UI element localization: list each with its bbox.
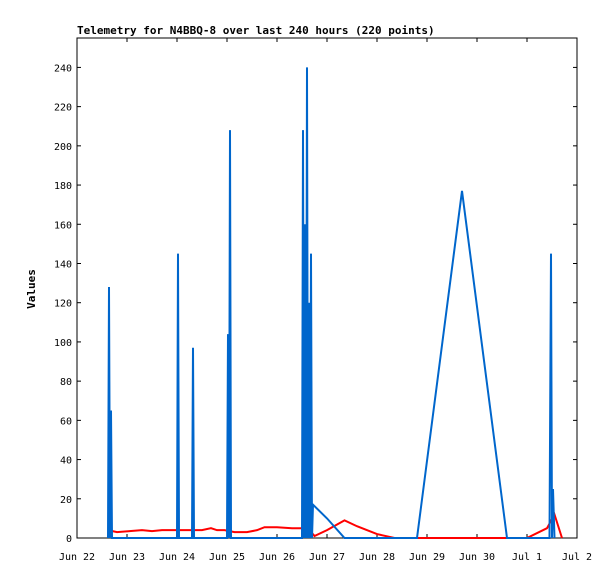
y-tick-label: 220 <box>54 103 72 114</box>
data-series <box>107 67 563 539</box>
y-axis-label: Values <box>25 269 38 309</box>
plot-area-frame <box>76 37 578 539</box>
series-line-2 <box>107 67 556 539</box>
x-tick-label: Jun 22 <box>59 552 95 563</box>
y-tick-label: 0 <box>66 534 72 545</box>
x-tick-label: Jun 29 <box>409 552 445 563</box>
x-tick-label: Jul 2 <box>562 552 592 563</box>
y-tick-label: 120 <box>54 299 72 310</box>
y-tick-label: 60 <box>60 416 72 427</box>
chart-title: Telemetry for N4BBQ-8 over last 240 hour… <box>77 24 435 37</box>
x-tick-label: Jun 23 <box>109 552 145 563</box>
y-tick-label: 200 <box>54 142 72 153</box>
y-tick-label: 100 <box>54 338 72 349</box>
x-tick-label: Jun 27 <box>309 552 345 563</box>
y-tick-label: 40 <box>60 456 72 467</box>
y-tick-label: 160 <box>54 220 72 231</box>
y-axis-ticks: 0 20 40 60 80 100 120 140 160 180 200 220 240 <box>54 63 577 545</box>
x-axis-ticks: Jun 22 Jun 23 Jun 24 Jun 25 Jun 26 Jun 27 Jun … <box>59 38 592 563</box>
x-tick-label: Jun 25 <box>209 552 245 563</box>
y-tick-label: 80 <box>60 377 72 388</box>
y-tick-label: 180 <box>54 181 72 192</box>
x-tick-label: Jun 26 <box>259 552 295 563</box>
y-tick-label: 240 <box>54 63 72 74</box>
x-tick-label: Jul 1 <box>512 552 542 563</box>
y-tick-label: 140 <box>54 259 72 270</box>
x-tick-label: Jun 28 <box>359 552 395 563</box>
x-tick-label: Jun 24 <box>159 552 195 563</box>
y-tick-label: 20 <box>60 495 72 506</box>
x-tick-label: Jun 30 <box>459 552 495 563</box>
